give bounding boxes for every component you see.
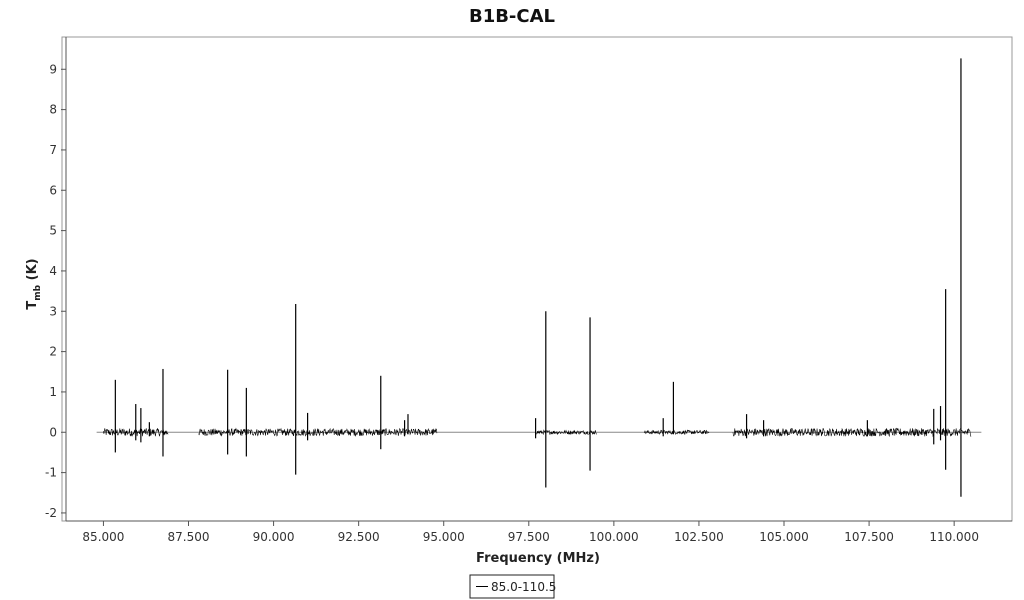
y-axis-title-sub: mb	[33, 284, 43, 300]
legend: 85.0-110.5	[469, 574, 556, 599]
y-axis-title: Tmb (K)	[25, 258, 43, 309]
x-tick-label: 102.500	[674, 530, 724, 544]
x-tick-label: 85.000	[82, 530, 124, 544]
x-tick-label: 87.500	[168, 530, 210, 544]
legend-entry-label: 85.0-110.5	[491, 580, 556, 594]
spectrum-segment-4	[644, 429, 710, 435]
spectrum-segment-3	[535, 429, 597, 436]
x-ticks: 85.000 87.500 90.000 92.500 95.000 97.500 100.…	[82, 521, 979, 544]
x-tick-label: 100.000	[589, 530, 639, 544]
y-axis-title-unit: (K)	[25, 258, 40, 284]
y-tick-label: 0	[49, 425, 57, 439]
y-tick-label: -1	[45, 466, 57, 480]
series-layer	[96, 58, 982, 497]
y-tick-label: 4	[49, 264, 57, 278]
x-tick-label: 90.000	[253, 530, 295, 544]
y-ticks: -2 -1 0 1 2 3 4 5 6 7 8 9	[45, 62, 66, 520]
y-tick-label: 5	[49, 224, 57, 238]
y-tick-label: 8	[49, 103, 57, 117]
x-tick-label: 92.500	[338, 530, 380, 544]
x-tick-label: 95.000	[423, 530, 465, 544]
x-tick-label: 110.000	[929, 530, 979, 544]
y-tick-label: 3	[49, 304, 57, 318]
spectrum-segment-2	[198, 427, 438, 437]
chart-title: B1B-CAL	[469, 6, 555, 27]
y-tick-label: -2	[45, 506, 57, 520]
x-axis-title: Frequency (MHz)	[476, 551, 600, 566]
plot-frame	[61, 36, 1013, 522]
y-tick-label: 9	[49, 62, 57, 76]
x-tick-label: 105.000	[759, 530, 809, 544]
y-tick-label: 7	[49, 143, 57, 157]
y-axis-title-main: T	[25, 301, 40, 310]
x-tick-label: 107.500	[844, 530, 894, 544]
y-tick-label: 2	[49, 345, 57, 359]
spectrum-segment-5	[732, 427, 972, 438]
y-tick-label: 6	[49, 183, 57, 197]
legend-box	[469, 574, 555, 599]
y-tick-label: 1	[49, 385, 57, 399]
x-tick-label: 97.500	[508, 530, 550, 544]
